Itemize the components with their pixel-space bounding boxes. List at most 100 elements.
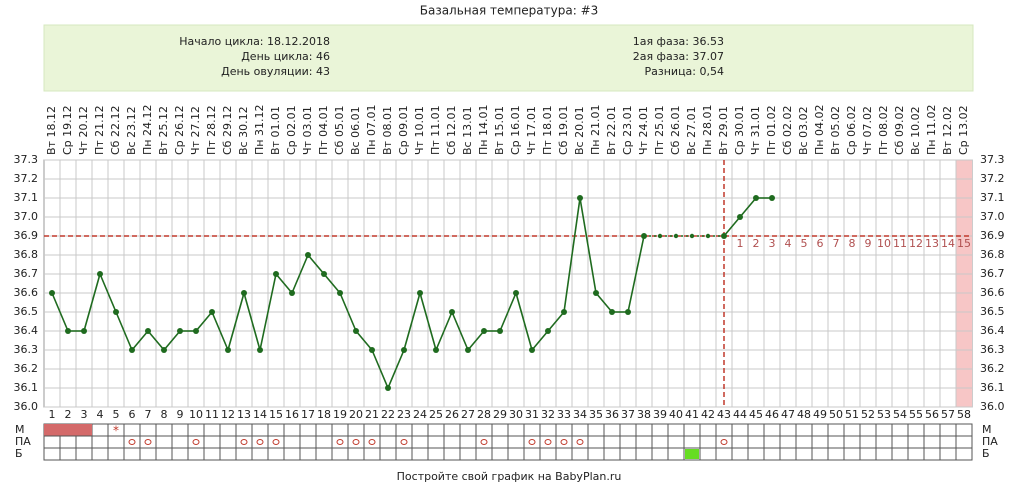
date-label: Чт 20.12 [77,106,90,155]
date-label: Вт 08.01 [381,106,394,155]
info-text: Начало цикла: 18.12.2018 [179,35,330,48]
phase2-day: 5 [801,237,808,250]
day-number: 9 [177,408,184,421]
intercourse-mark [352,439,360,445]
temperature-point [561,309,567,315]
temperature-point [337,290,343,296]
date-label: Вт 22.01 [605,106,618,155]
day-number: 7 [145,408,152,421]
temperature-point [593,290,599,296]
date-label: Вт 01.01 [269,106,282,155]
temperature-point [657,233,663,239]
day-number: 55 [909,408,923,421]
date-label: Сб 05.01 [333,106,346,155]
date-label: Пт 25.01 [653,105,666,155]
date-label: Вс 23.12 [125,106,138,155]
date-label: Пн 21.01 [589,105,602,155]
day-number: 11 [205,408,219,421]
temperature-point [449,309,455,315]
info-text: Разница: 0,54 [645,65,725,78]
intercourse-mark [544,439,552,445]
temperature-segment [99,273,117,313]
y-tick-label: 36.7 [14,267,39,280]
date-label: Чт 03.01 [301,106,314,155]
phase2-day: 4 [785,237,792,250]
y-tick-label: 36.2 [980,362,1005,375]
date-label: Чт 27.12 [189,106,202,155]
info-text: День овуляции: 43 [221,65,330,78]
row-label: Б [15,447,23,460]
intercourse-mark [576,439,584,445]
temperature-segment [147,330,165,351]
green-mark [685,449,699,459]
date-label: Сб 19.01 [557,106,570,155]
y-tick-label: 37.0 [14,210,39,223]
temperature-point [305,252,311,258]
day-number: 50 [829,408,843,421]
date-label: Ср 19.12 [61,105,74,155]
day-number: 33 [557,408,571,421]
date-label: Вт 12.02 [941,106,954,155]
day-number: 36 [605,408,619,421]
day-number: 21 [365,408,379,421]
day-number: 52 [861,408,875,421]
temperature-point [721,233,727,239]
chart-title: Базальная температура: #3 [420,4,599,18]
phase2-day: 8 [849,237,856,250]
date-label: Пт 21.12 [93,105,106,155]
temperature-segment [515,292,533,351]
y-tick-label: 36.4 [980,324,1005,337]
date-label: Вс 27.01 [685,106,698,155]
day-number: 40 [669,408,683,421]
day-number: 29 [493,408,507,421]
intercourse-mark [480,439,488,445]
temperature-point [209,309,215,315]
temperature-point [225,347,231,353]
intercourse-mark [192,439,200,445]
date-label: Ср 30.01 [733,105,746,155]
row-label: Б [982,447,990,460]
temperature-point [65,328,71,334]
y-tick-label: 36.1 [980,381,1005,394]
row-label: ПА [15,435,31,448]
phase2-day: 11 [893,237,907,250]
date-label: Сб 22.12 [109,106,122,155]
temperature-segment [211,311,229,351]
y-tick-label: 36.4 [14,324,39,337]
day-number: 58 [957,408,971,421]
intercourse-mark [528,439,536,445]
temperature-point [49,290,55,296]
day-number: 45 [749,408,763,421]
day-number: 31 [525,408,539,421]
day-number: 37 [621,408,635,421]
temperature-segment [275,273,293,294]
temperature-segment [307,254,325,275]
temperature-segment [387,349,405,389]
y-tick-label: 36.6 [980,286,1005,299]
date-label: Вс 03.02 [797,106,810,155]
day-number: 42 [701,408,715,421]
date-label: Сб 26.01 [669,106,682,155]
date-label: Сб 12.01 [445,106,458,155]
date-label: Чт 31.01 [749,106,762,155]
phase2-day: 15 [957,237,971,250]
temperature-point [97,271,103,277]
temperature-segment [723,216,741,237]
day-number: 30 [509,408,523,421]
menstruation-cell [60,424,76,436]
day-number: 4 [97,408,104,421]
date-label: Ср 06.02 [845,105,858,155]
day-number: 17 [301,408,315,421]
day-number: 18 [317,408,331,421]
phase2-day: 14 [941,237,955,250]
day-number: 46 [765,408,779,421]
date-label: Вт 05.02 [829,106,842,155]
date-label: Пт 01.02 [765,105,778,155]
day-number: 47 [781,408,795,421]
temperature-point [769,195,775,201]
temperature-segment [627,235,645,313]
temperature-segment [563,197,581,313]
date-label: Вт 18.12 [45,106,58,155]
day-number: 49 [813,408,827,421]
temperature-point [129,347,135,353]
